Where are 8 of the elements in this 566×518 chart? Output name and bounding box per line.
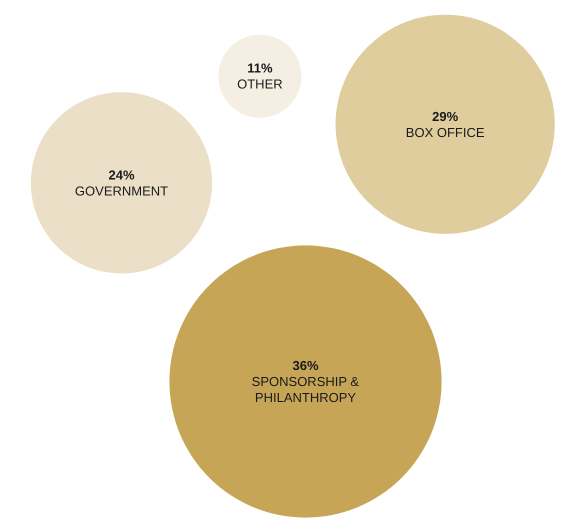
data-label: 36% bbox=[292, 358, 319, 373]
category-label: SPONSORSHIP & PHILANTHROPY bbox=[252, 374, 360, 405]
category-label: BOX OFFICE bbox=[406, 124, 485, 140]
data-label: 11% bbox=[247, 60, 273, 76]
category-label: GOVERNMENT bbox=[74, 183, 168, 198]
data-label: 24% bbox=[108, 167, 135, 182]
data-label: 29% bbox=[432, 108, 459, 124]
category-label: OTHER bbox=[237, 76, 283, 92]
